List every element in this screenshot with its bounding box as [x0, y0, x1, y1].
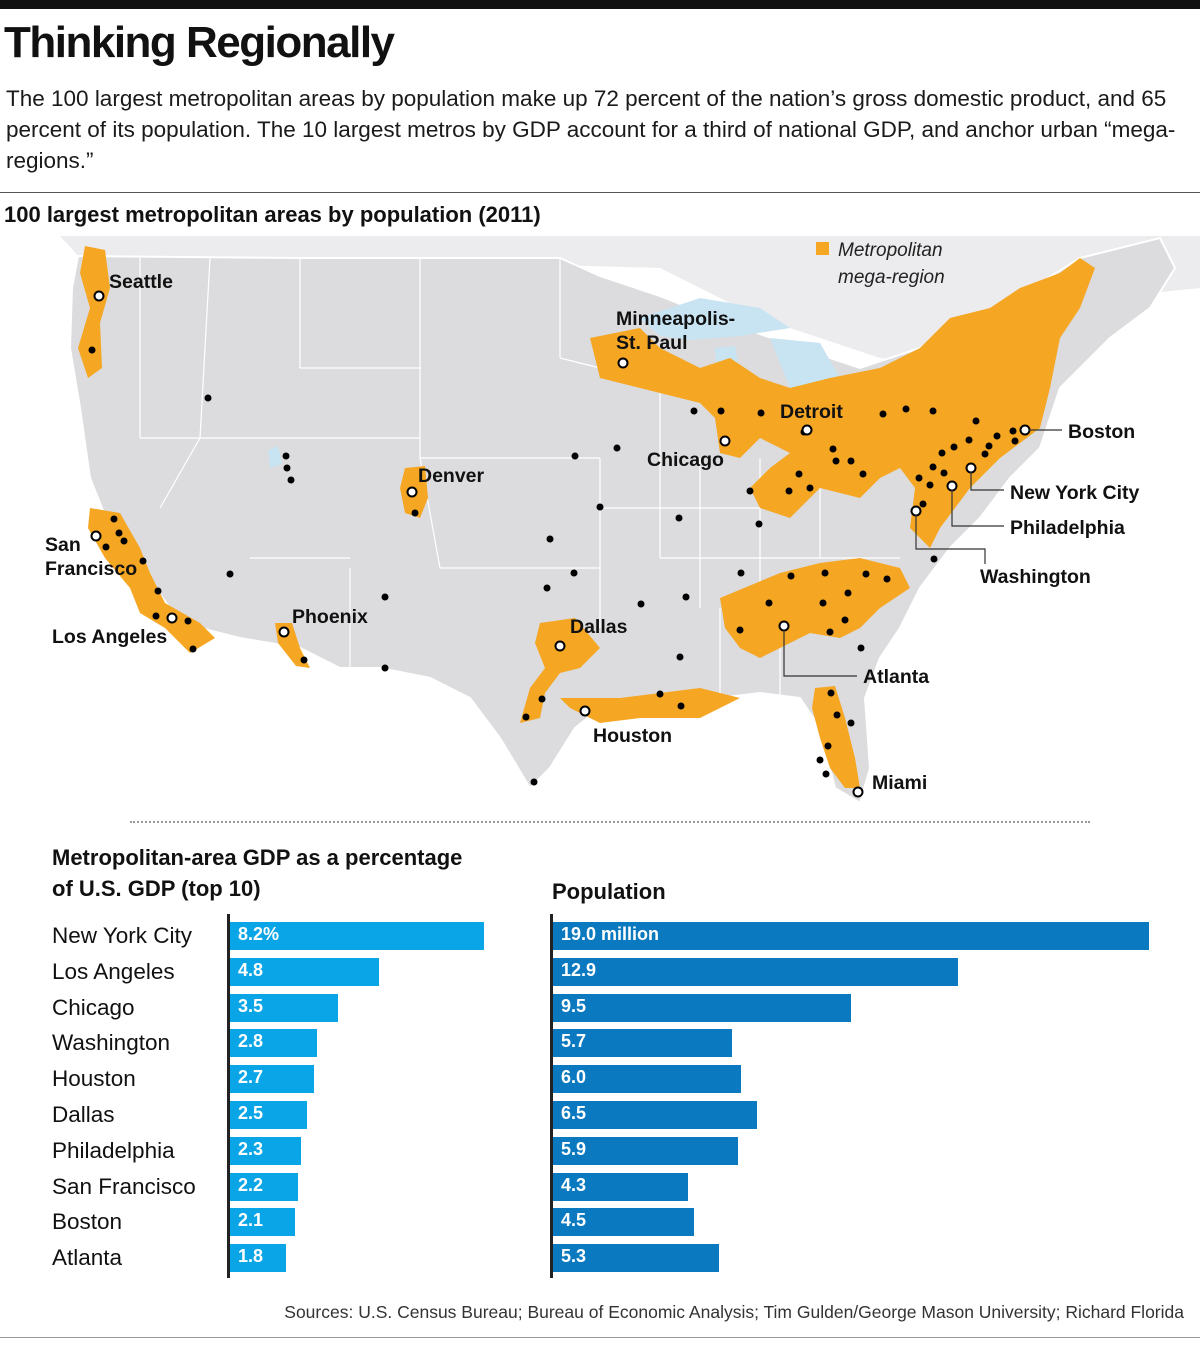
- population-bar: 5.3: [553, 1244, 720, 1273]
- population-value-label: 9.5: [561, 995, 587, 1016]
- city-label-atlanta: Atlanta: [863, 666, 929, 688]
- gdp-bar: 8.2%: [230, 922, 484, 950]
- legend-label-line2: mega-region: [838, 267, 945, 288]
- city-label-philadelphia: Philadelphia: [1010, 517, 1125, 539]
- gdp-bar: 2.1: [230, 1208, 296, 1237]
- category-label: Dallas: [52, 1102, 115, 1127]
- category-label: Philadelphia: [52, 1137, 175, 1163]
- city-label-minneapolis: Minneapolis-: [616, 308, 735, 330]
- gdp-bar: 2.8: [230, 1029, 317, 1058]
- leader-lines: [783, 429, 1062, 677]
- gdp-chart-title: Metropolitan-area GDP as a percentage of…: [52, 842, 472, 904]
- gdp-value-label: 2.2: [238, 1174, 264, 1195]
- population-value-label: 6.0: [561, 1067, 587, 1088]
- population-bar: 4.3: [553, 1172, 688, 1201]
- category-label: Houston: [52, 1066, 136, 1092]
- population-value-label: 12.9: [561, 959, 597, 980]
- population-value-label: 4.3: [561, 1174, 587, 1195]
- category-label: Boston: [52, 1209, 123, 1235]
- city-label-dallas: Dallas: [570, 616, 628, 638]
- category-label: San Francisco: [52, 1173, 196, 1199]
- sources-note: Sources: U.S. Census Bureau; Bureau of E…: [284, 1302, 1184, 1322]
- map-title: 100 largest metropolitan areas by popula…: [4, 202, 541, 227]
- city-label-seattle: Seattle: [109, 271, 173, 293]
- city-label-washington: Washington: [980, 566, 1091, 588]
- city-label-chicago: Chicago: [647, 449, 724, 471]
- legend-label: Metropolitan: [838, 240, 943, 261]
- population-bar: 6.5: [553, 1101, 757, 1129]
- gdp-bar: 2.2: [230, 1172, 299, 1201]
- top-bar: [0, 0, 1200, 9]
- gdp-value-label: 8.2%: [238, 924, 280, 944]
- population-bar: 12.9: [553, 957, 958, 986]
- category-label: Washington: [52, 1030, 170, 1056]
- category-label: Chicago: [52, 994, 135, 1020]
- gdp-value-label: 4.8: [238, 959, 264, 980]
- city-label-boston: Boston: [1068, 421, 1135, 443]
- category-label: Atlanta: [52, 1245, 123, 1271]
- population-value-label: 4.5: [561, 1210, 587, 1231]
- gdp-axis: [227, 914, 230, 1278]
- page-title: Thinking Regionally: [4, 18, 395, 67]
- population-chart-title: Population: [552, 879, 666, 904]
- top10-markers: [90, 290, 1031, 798]
- gdp-bar: 4.8: [230, 957, 379, 986]
- gdp-value-label: 3.5: [238, 995, 264, 1016]
- category-label: New York City: [52, 923, 193, 948]
- population-value-label: 5.3: [561, 1246, 587, 1267]
- metro-dots: [88, 346, 1019, 786]
- population-value-label: 6.5: [561, 1103, 587, 1123]
- gdp-bar: 3.5: [230, 993, 339, 1022]
- great-salt-lake: [268, 446, 282, 468]
- gdp-bar: 2.5: [230, 1101, 308, 1129]
- city-label-san: San: [45, 534, 81, 556]
- population-bar: 4.5: [553, 1208, 695, 1237]
- state-borders: [139, 257, 900, 708]
- population-bar: 5.9: [553, 1136, 739, 1165]
- city-label-los-angeles: Los Angeles: [52, 626, 167, 648]
- lake-superior: [640, 298, 790, 340]
- city-label-houston: Houston: [593, 725, 672, 747]
- section-divider: [130, 821, 1090, 823]
- city-label-denver: Denver: [418, 465, 485, 487]
- gdp-value-label: 2.3: [238, 1138, 264, 1159]
- gdp-value-label: 2.8: [238, 1031, 264, 1052]
- gdp-value-label: 2.7: [238, 1067, 264, 1088]
- city-label-detroit: Detroit: [780, 401, 843, 423]
- page-subtitle: The 100 largest metropolitan areas by po…: [6, 86, 1176, 173]
- city-label-st-paul: St. Paul: [616, 332, 688, 354]
- population-bar: 5.7: [553, 1029, 732, 1058]
- population-value-label: 19.0 million: [561, 924, 660, 944]
- divider: [0, 192, 1200, 193]
- population-bar: 6.0: [553, 1065, 742, 1094]
- legend-swatch: [816, 242, 829, 255]
- gdp-value-label: 1.8: [238, 1246, 264, 1267]
- bottom-rule: [0, 1337, 1200, 1338]
- population-bar: 9.5: [553, 993, 851, 1022]
- city-labels: Seattle Minneapolis- St. Paul Detroit Bo…: [45, 271, 1139, 794]
- gdp-value-label: 2.1: [238, 1210, 264, 1231]
- city-label-phoenix: Phoenix: [292, 606, 368, 628]
- population-value-label: 5.7: [561, 1031, 587, 1052]
- gdp-chart-title-text: Metropolitan-area GDP as a percentage of…: [52, 845, 463, 901]
- gdp-bar: 2.3: [230, 1136, 302, 1165]
- population-value-label: 5.9: [561, 1138, 587, 1159]
- city-label-new-york: New York City: [1010, 482, 1139, 504]
- gdp-bar: 2.7: [230, 1065, 314, 1094]
- us-map: Metropolitan mega-region Seattle Minneap…: [45, 236, 1200, 805]
- gdp-bar: 1.8: [230, 1244, 286, 1273]
- canada-land: [60, 236, 1200, 368]
- mega-regions: [78, 246, 1095, 788]
- city-label-miami: Miami: [872, 772, 927, 794]
- city-label-francisco: Francisco: [45, 558, 137, 580]
- population-bar: 19.0 million: [553, 922, 1149, 950]
- population-axis: [550, 914, 553, 1278]
- category-label: Los Angeles: [52, 958, 175, 984]
- gdp-value-label: 2.5: [238, 1103, 264, 1123]
